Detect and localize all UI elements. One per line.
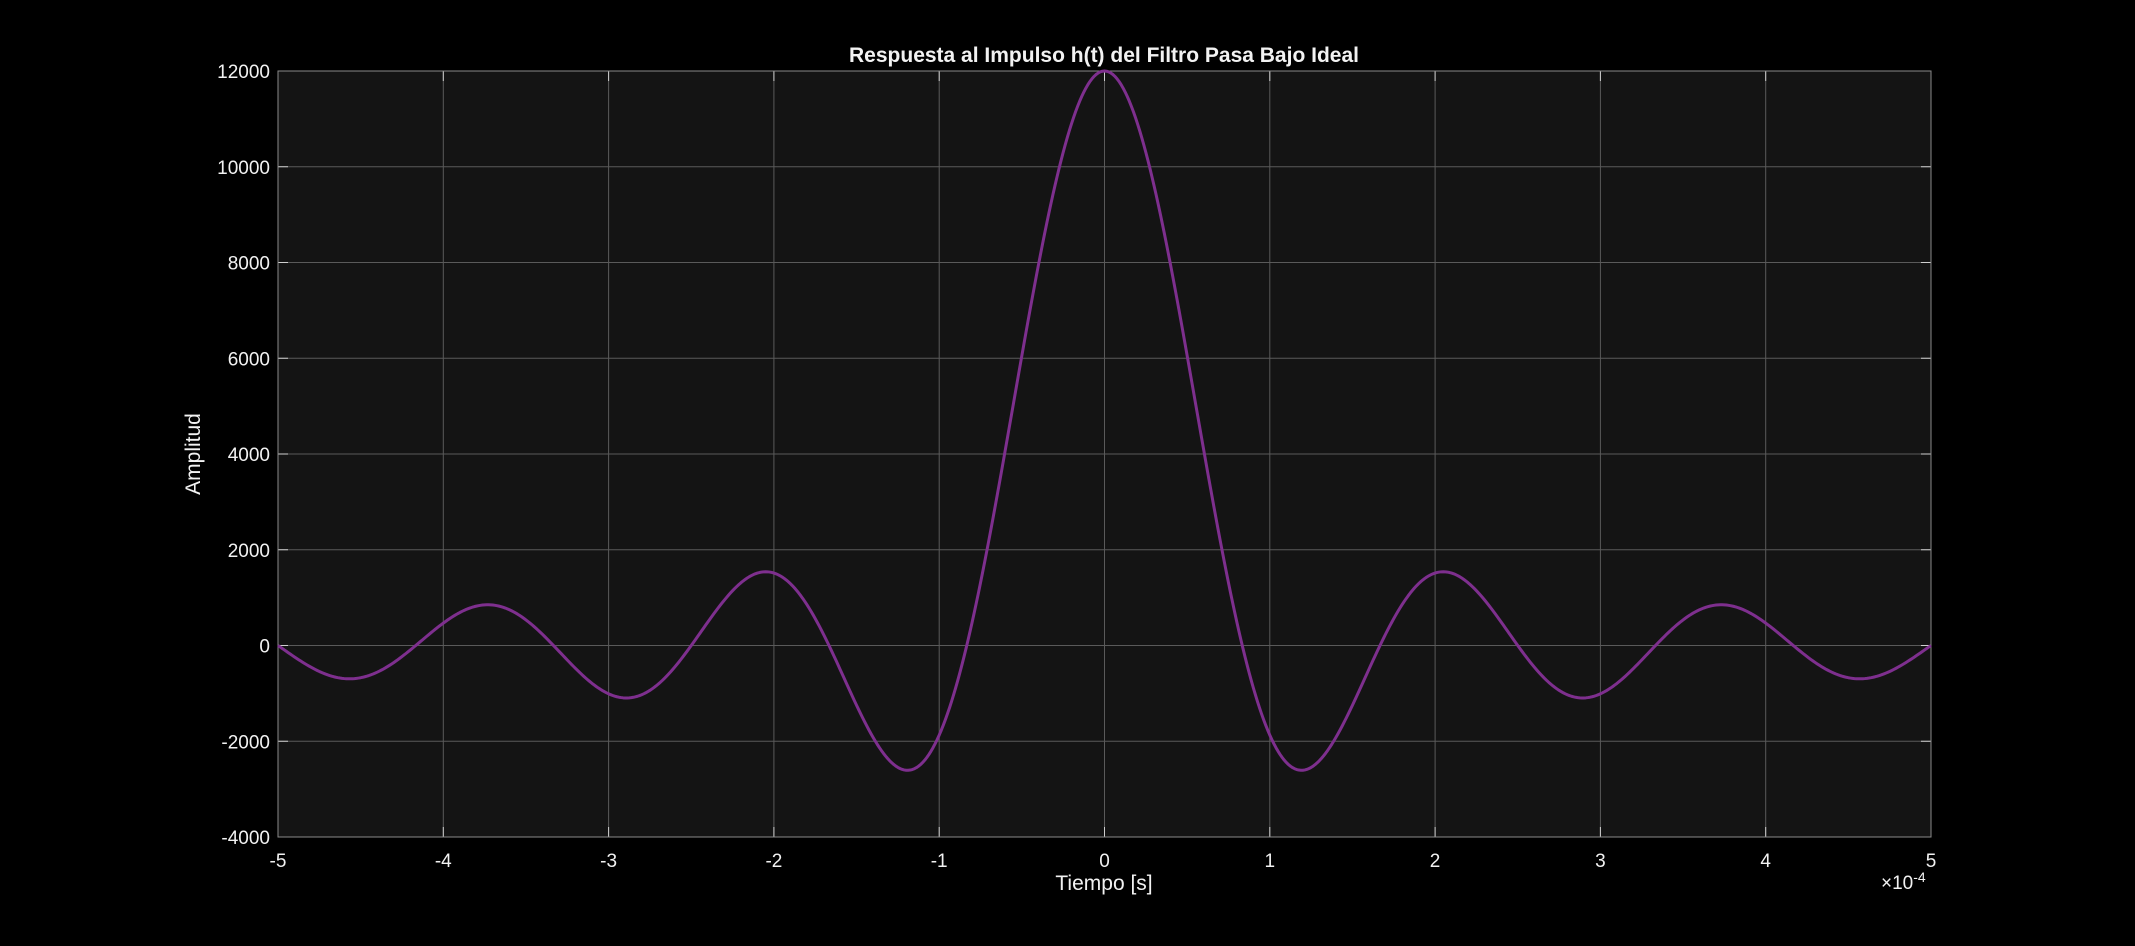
y-tick-label: 8000	[228, 254, 270, 275]
y-tick-label: -4000	[221, 828, 270, 849]
series-layer	[277, 69, 1932, 772]
x-tick-label: 4	[1760, 851, 1771, 872]
y-tick-label: 10000	[217, 158, 270, 179]
y-tick-label: 0	[259, 637, 270, 658]
x-tick-label: 2	[1430, 851, 1441, 872]
tick-labels: -5 -4 -3 -2 -1 0 1 2 3 4 5 -4000 -2000 0 2000 4000 6000 8…	[217, 62, 1936, 872]
y-tick-label: 4000	[228, 445, 270, 466]
y-tick-label: -2000	[221, 732, 270, 753]
x-tick-label: 1	[1265, 851, 1276, 872]
x-tick-label: -1	[931, 851, 948, 872]
x-tick-label: -2	[765, 851, 782, 872]
x-tick-label: 5	[1926, 851, 1937, 872]
x-tick-label: -4	[435, 851, 452, 872]
y-tick-label: 2000	[228, 541, 270, 562]
x-axis-exponent-base: ×10	[1881, 873, 1913, 894]
x-tick-label: -3	[600, 851, 617, 872]
x-tick-label: 3	[1595, 851, 1606, 872]
x-tick-label: -5	[270, 851, 287, 872]
x-tick-label: 0	[1099, 851, 1110, 872]
y-tick-label: 12000	[217, 62, 270, 83]
x-axis-exponent-power: -4	[1913, 869, 1926, 885]
series-line	[277, 69, 1932, 772]
y-tick-label: 6000	[228, 349, 270, 370]
y-axis-title: Amplitud	[182, 413, 205, 495]
chart-title: Respuesta al Impulso h(t) del Filtro Pas…	[849, 44, 1359, 67]
x-axis-exponent: ×10-4	[1881, 869, 1926, 894]
x-axis-title: Tiempo [s]	[1055, 872, 1152, 895]
